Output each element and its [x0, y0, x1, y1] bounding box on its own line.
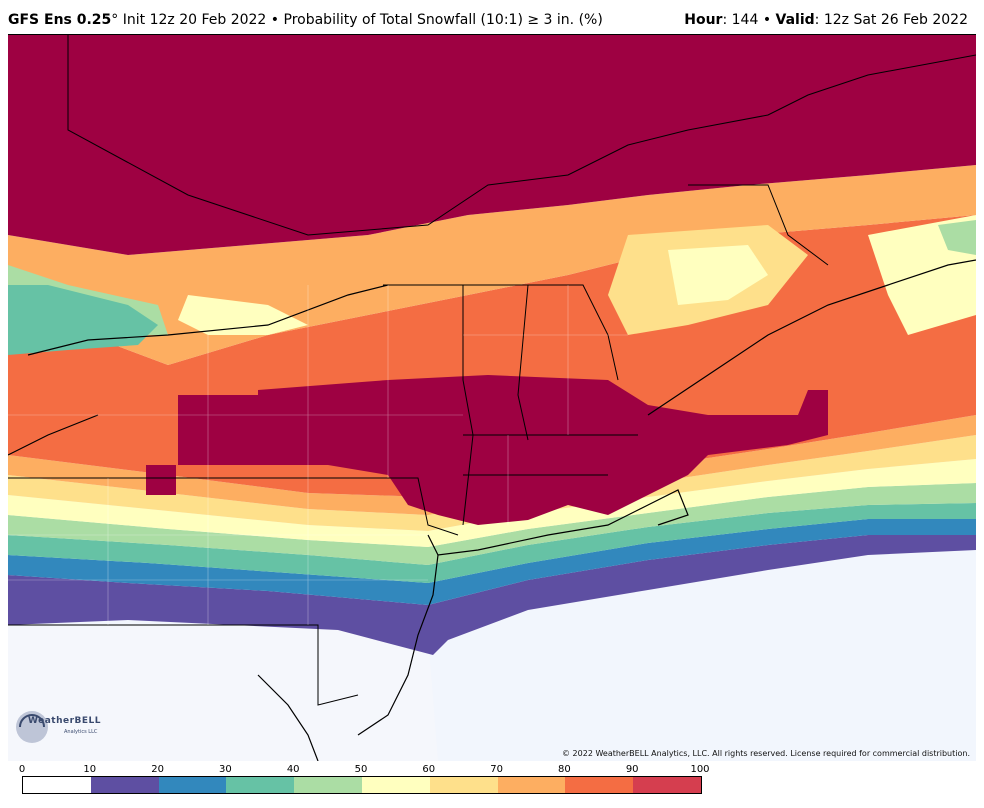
band-70-80 [8, 415, 976, 515]
colorbar-tick-label: 50 [354, 764, 368, 775]
colorbar [22, 776, 702, 794]
copyright-notice: © 2022 WeatherBELL Analytics, LLC. All r… [562, 749, 970, 758]
pa-md-border [8, 624, 359, 706]
init-time: Init 12z 20 Feb 2022 [122, 12, 267, 28]
band-90-100-patch [146, 465, 176, 495]
logo-swirl-icon [16, 711, 48, 743]
colorbar-swatch [23, 777, 91, 793]
weatherbell-logo: WeatherBELL Analytics LLC [12, 707, 102, 747]
southern-land [8, 625, 438, 761]
band-50-60-maine [668, 245, 768, 305]
colorbar-tick-label: 20 [151, 764, 164, 775]
valid-info: Hour: 144 • Valid: 12z Sat 26 Feb 2022 [684, 12, 968, 28]
band-40-50-east [938, 220, 976, 255]
degree-symbol: ° [111, 12, 119, 28]
colorbar-swatch [565, 777, 634, 793]
logo-subtitle: Analytics LLC [64, 729, 98, 735]
band-50-60 [8, 459, 976, 547]
product-name: Probability of Total Snowfall (10:1) ≥ 3… [283, 12, 603, 28]
colorbar-swatch [633, 777, 701, 793]
nj-coast [357, 554, 439, 736]
colorbar-tick-label: 0 [18, 764, 26, 775]
nh-vt-border [517, 284, 529, 441]
colorbar-tick-label: 80 [558, 764, 571, 775]
colorbar-swatch [429, 777, 498, 793]
canada-border [67, 35, 976, 236]
map-panel: WeatherBELL Analytics LLC © 2022 Weather… [8, 34, 976, 761]
colorbar-swatch [158, 777, 227, 793]
band-60-70 [8, 435, 976, 531]
hour-value: : 144 [722, 12, 759, 28]
coastlines [8, 259, 976, 761]
state-boundaries [8, 35, 976, 706]
valid-label: Valid [775, 12, 815, 28]
colorbar-tick-label: 40 [286, 764, 300, 775]
band-90-100-north [8, 35, 976, 255]
new-england-coast [647, 259, 976, 416]
lake-ontario-shore [27, 284, 389, 356]
long-island-sound [427, 489, 689, 556]
ny-north-border [383, 284, 619, 381]
colorbar-swatch [90, 777, 159, 793]
band-20-30 [8, 519, 976, 605]
band-50-60-lake [178, 295, 308, 335]
colorbar-swatch [294, 777, 362, 793]
band-40-50 [8, 483, 976, 565]
band-30-40 [8, 503, 976, 583]
chesapeake-bay [257, 674, 319, 761]
valid-value: : 12z Sat 26 Feb 2022 [814, 12, 968, 28]
ny-pa-border [8, 477, 459, 536]
valid-bullet: • [762, 12, 772, 28]
header: GFS Ens 0.25° Init 12z 20 Feb 2022 • Pro… [0, 0, 984, 34]
county-lines [8, 285, 628, 625]
colorbar-swatch [226, 777, 295, 793]
band-90-100-core [178, 375, 828, 525]
title-bullet: • [270, 12, 280, 28]
hour-label: Hour [684, 12, 723, 28]
colorbar-tick-label: 70 [490, 764, 503, 775]
snowfall-probability-map [8, 35, 976, 761]
chart-title: GFS Ens 0.25° Init 12z 20 Feb 2022 • Pro… [8, 12, 603, 28]
vt-ny-border [462, 285, 474, 526]
maine-border [688, 184, 829, 266]
colorbar-swatch [497, 777, 566, 793]
colorbar-tick-label: 100 [690, 764, 710, 775]
colorbar-tick-label: 10 [83, 764, 97, 775]
lake-erie-shore [8, 414, 99, 456]
model-name: GFS Ens 0.25 [8, 12, 112, 28]
colorbar-tick-label: 90 [625, 764, 639, 775]
logo-name: WeatherBELL [28, 716, 102, 726]
colorbar-tick-label: 30 [219, 764, 232, 775]
colorbar-swatch [361, 777, 430, 793]
colorbar-tick-label: 60 [422, 764, 436, 775]
